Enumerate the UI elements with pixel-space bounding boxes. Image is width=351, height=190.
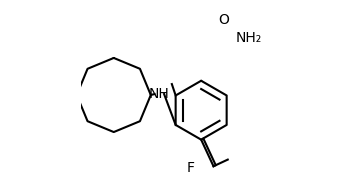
Text: O: O (219, 13, 230, 27)
Text: NH₂: NH₂ (236, 31, 262, 45)
Text: F: F (186, 161, 194, 175)
Text: NH: NH (149, 87, 170, 101)
